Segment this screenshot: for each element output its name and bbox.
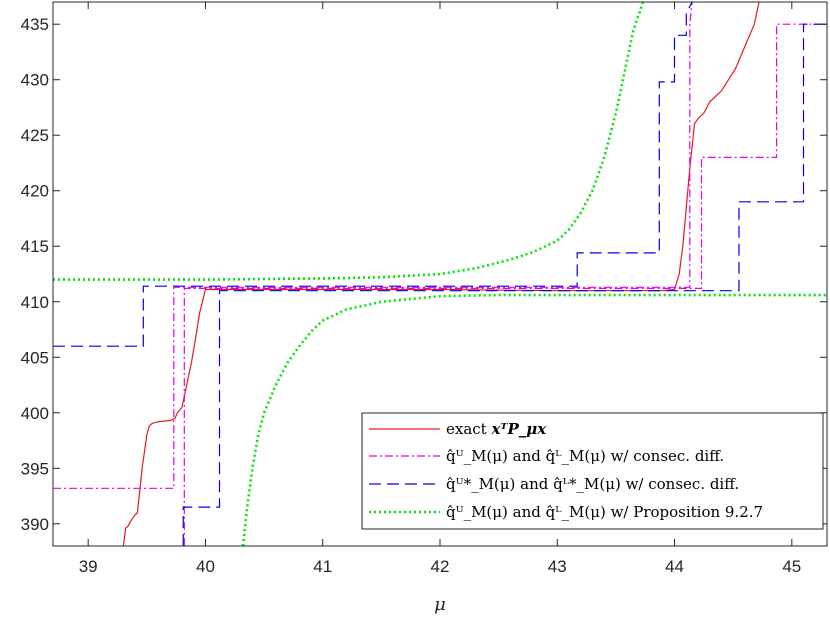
legend-entry-consec-diff: q̂ᵁ_M(μ) and q̂ᴸ_M(μ) w/ consec. diff. xyxy=(369,447,724,465)
legend-box xyxy=(361,412,824,530)
legend-entry-proposition: q̂ᵁ_M(μ) and q̂ᴸ_M(μ) w/ Proposition 9.2… xyxy=(369,503,763,521)
x-tick-label: 41 xyxy=(313,557,332,576)
series-line-5 xyxy=(53,2,645,281)
legend-label-consec-diff-star: q̂ᵁ*_M(μ) and q̂ᴸ*_M(μ) w/ consec. diff. xyxy=(446,475,739,493)
series-layer xyxy=(53,2,827,546)
series-line-3 xyxy=(53,2,693,347)
series-line-2 xyxy=(183,23,827,546)
y-tick-label: 420 xyxy=(21,182,49,201)
x-axis-label: μ xyxy=(434,594,446,615)
series-line-6 xyxy=(241,293,827,546)
legend-label-proposition: q̂ᵁ_M(μ) and q̂ᴸ_M(μ) w/ Proposition 9.2… xyxy=(446,503,763,521)
legend: exact xᵀP_μx q̂ᵁ_M(μ) and q̂ᴸ_M(μ) w/ co… xyxy=(361,412,824,530)
y-tick-label: 425 xyxy=(21,126,49,145)
legend-entry-exact: exact xᵀP_μx xyxy=(369,420,547,438)
y-tick-label: 430 xyxy=(21,71,49,90)
x-tick-label: 43 xyxy=(548,557,567,576)
series-line-0 xyxy=(122,2,760,546)
y-tick-label: 405 xyxy=(21,348,49,367)
y-tick-label: 390 xyxy=(21,515,49,534)
y-tick-label: 435 xyxy=(21,15,49,34)
x-tick-label: 44 xyxy=(665,557,684,576)
legend-entry-consec-diff-star: q̂ᵁ*_M(μ) and q̂ᴸ*_M(μ) w/ consec. diff. xyxy=(369,475,739,493)
series-line-1 xyxy=(53,2,693,489)
x-tick-label: 42 xyxy=(431,557,450,576)
y-tick-label: 395 xyxy=(21,459,49,478)
legend-label-exact: exact xᵀP_μx xyxy=(446,420,547,438)
x-tick-label: 40 xyxy=(196,557,215,576)
y-tick-label: 410 xyxy=(21,293,49,312)
y-tick-label: 400 xyxy=(21,404,49,423)
ticks-layer: 39 40 41 42 43 44 45 390 395 400 405 410 415 420 425 43… xyxy=(21,2,827,576)
y-tick-label: 415 xyxy=(21,237,49,256)
x-tick-label: 45 xyxy=(782,557,801,576)
series-line-4 xyxy=(182,23,827,546)
x-tick-label: 39 xyxy=(79,557,98,576)
legend-label-consec-diff: q̂ᵁ_M(μ) and q̂ᴸ_M(μ) w/ consec. diff. xyxy=(446,447,724,465)
